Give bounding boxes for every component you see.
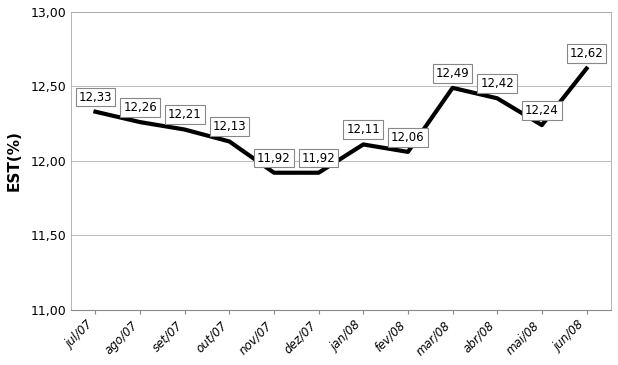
Y-axis label: EST(%): EST(%) (7, 130, 22, 191)
Text: 12,06: 12,06 (391, 131, 425, 144)
Text: 11,92: 11,92 (302, 151, 336, 165)
Text: 12,49: 12,49 (436, 67, 470, 80)
Text: 12,42: 12,42 (480, 77, 514, 90)
Text: 11,92: 11,92 (257, 151, 291, 165)
Text: 12,21: 12,21 (168, 108, 201, 122)
Text: 12,24: 12,24 (525, 104, 559, 117)
Text: 12,26: 12,26 (123, 101, 157, 114)
Text: 12,33: 12,33 (78, 91, 112, 104)
Text: 12,11: 12,11 (347, 123, 380, 136)
Text: 12,13: 12,13 (213, 120, 246, 133)
Text: 12,62: 12,62 (570, 47, 603, 60)
